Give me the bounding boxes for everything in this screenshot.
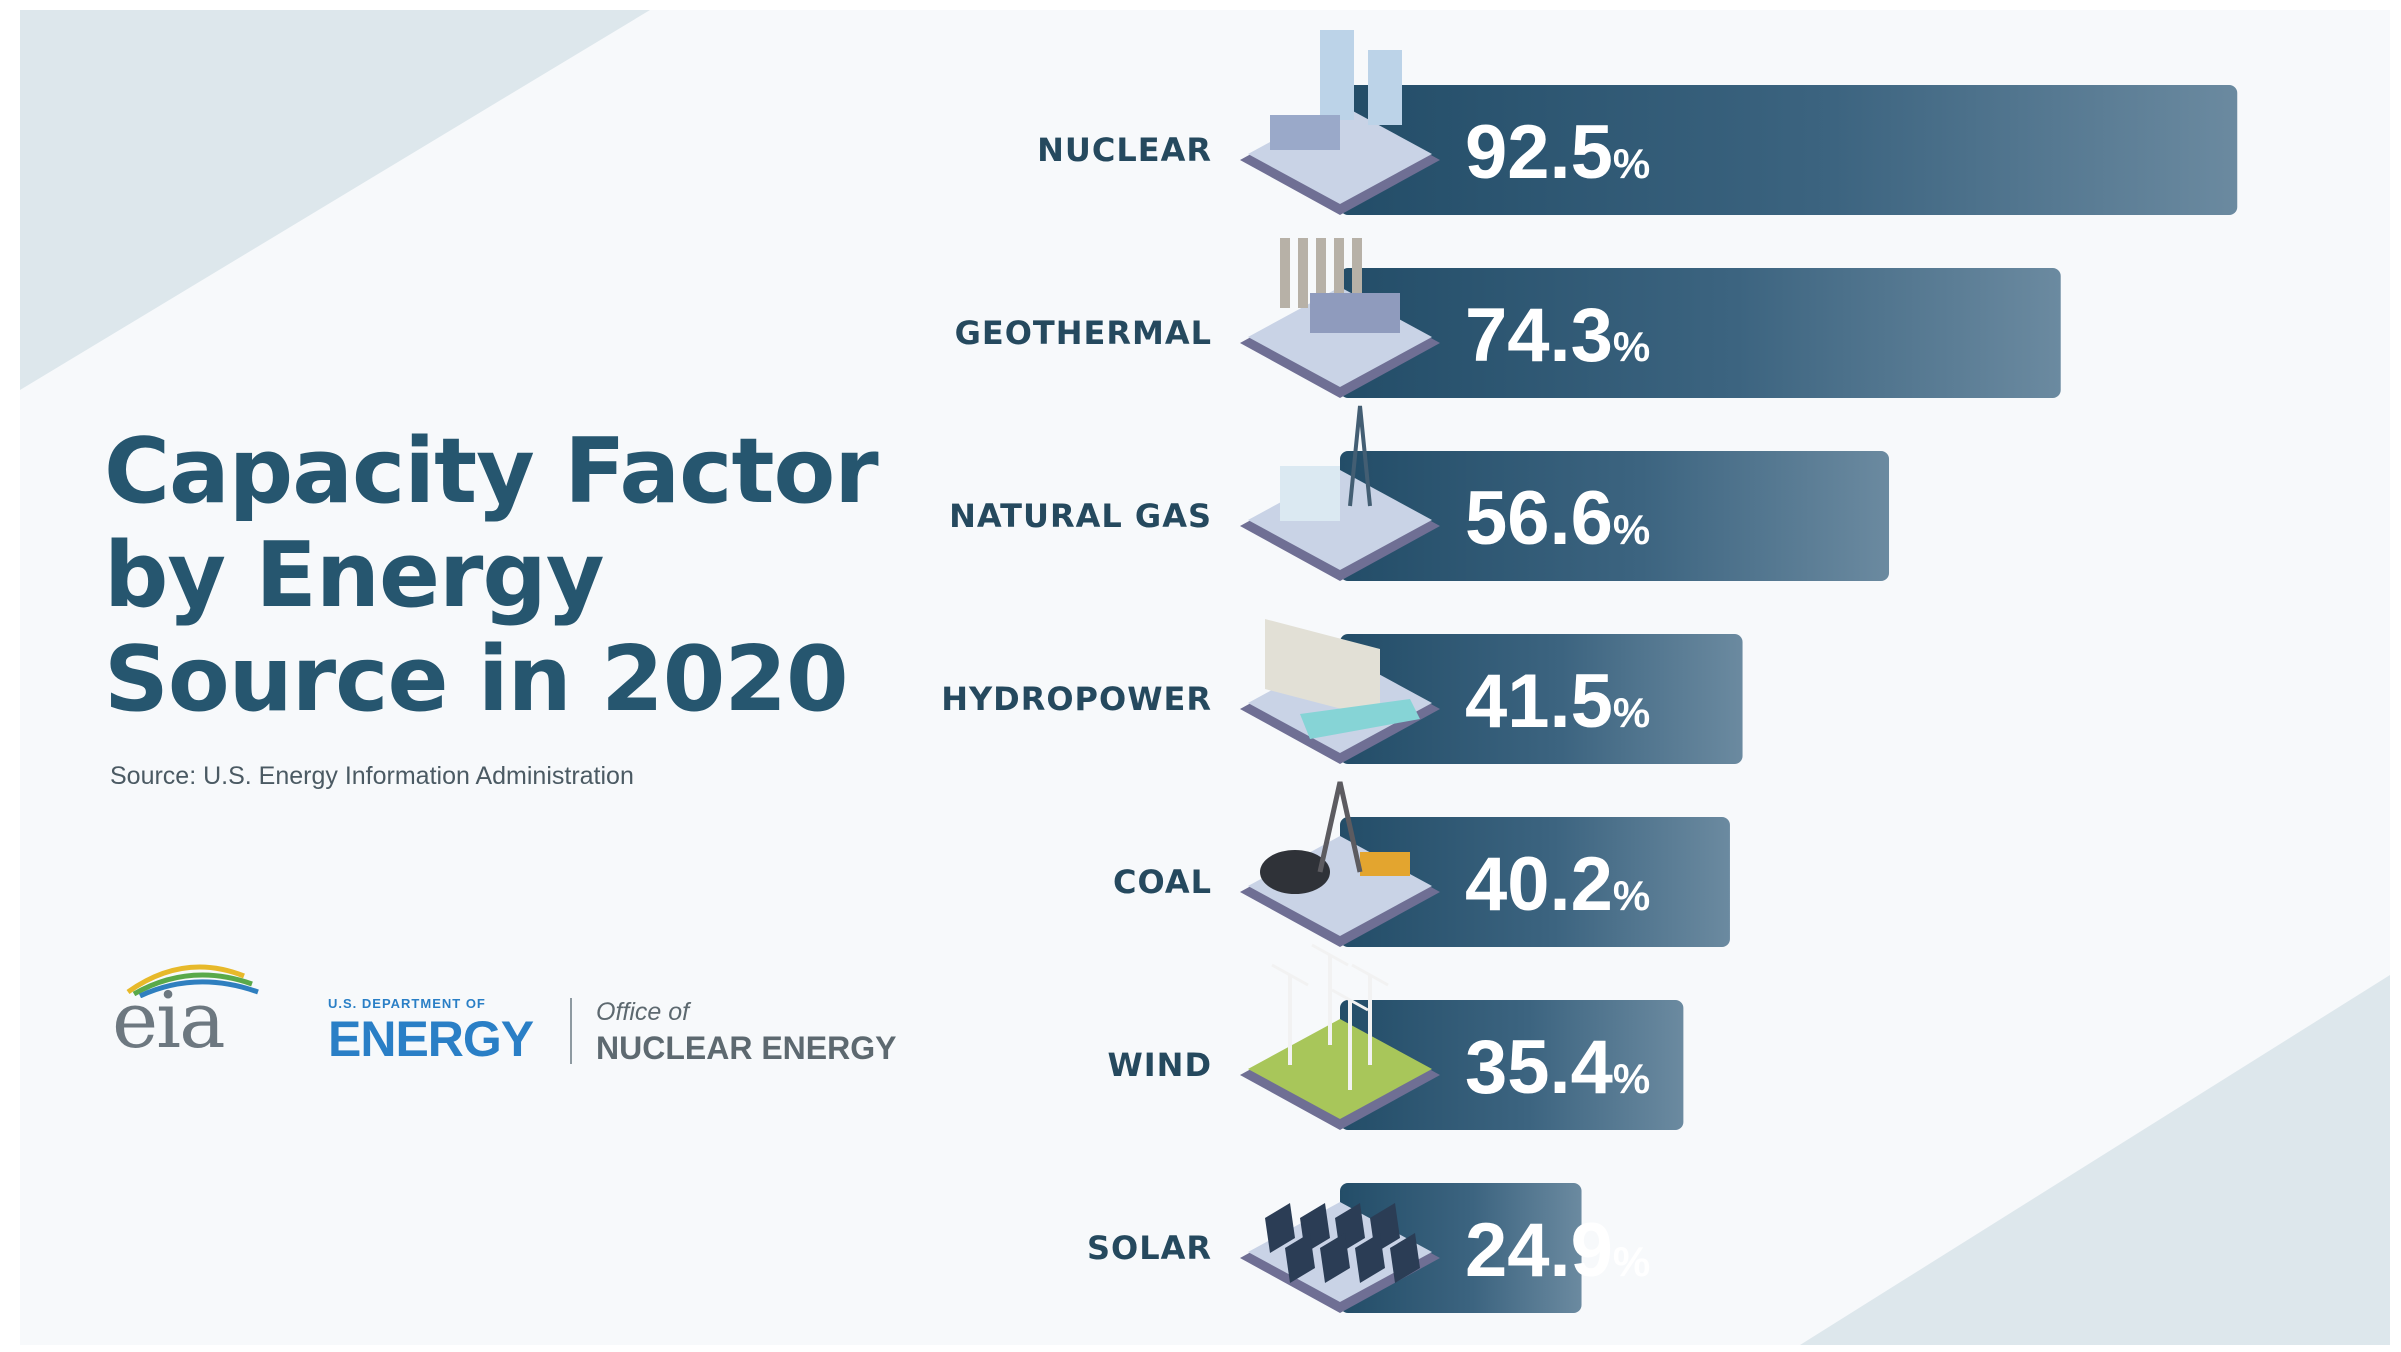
dam-wall-shape <box>1265 619 1380 719</box>
value-unit: % <box>1613 1055 1650 1102</box>
office-of-text: Office of <box>596 998 690 1026</box>
value-unit: % <box>1613 1238 1650 1285</box>
doe-big-text: ENERGY <box>328 1011 534 1067</box>
eia-wordmark: eia <box>112 976 226 1066</box>
solar-panel-shape <box>1320 1233 1350 1283</box>
solar-panel-shape <box>1355 1233 1385 1283</box>
bar-geothermal <box>1340 268 2061 398</box>
chimney-shape <box>1334 238 1344 308</box>
eia-swoosh-icon <box>126 964 259 998</box>
value-label: 56.6% <box>1465 476 1650 561</box>
water-shape <box>1300 699 1420 739</box>
title-line-2: by Energy <box>104 523 605 628</box>
category-label: COAL <box>1113 863 1212 901</box>
category-label: NATURAL GAS <box>949 497 1212 535</box>
value-label: 35.4% <box>1465 1025 1650 1110</box>
icons-layer <box>1240 30 1440 1313</box>
bar-hydropower <box>1340 634 1743 764</box>
hydropower-dam-icon <box>1240 619 1440 764</box>
bar-nuclear <box>1340 85 2238 215</box>
category-label: HYDROPOWER <box>941 680 1212 718</box>
chimney-shape <box>1352 238 1362 308</box>
bar-natural-gas <box>1340 451 1890 581</box>
turbine-blade-shape <box>1351 963 1389 987</box>
value-unit: % <box>1613 140 1650 187</box>
value-unit: % <box>1613 323 1650 370</box>
turbine-blade-shape <box>1271 963 1309 987</box>
title-line-3: Source in 2020 <box>104 627 849 732</box>
turbine-blade-shape <box>1331 988 1369 1012</box>
value-unit: % <box>1613 506 1650 553</box>
doe-small-text: U.S. DEPARTMENT OF <box>328 996 486 1011</box>
cooling-tower-shape <box>1368 50 1402 125</box>
background-panel <box>20 10 2390 1345</box>
value-unit: % <box>1613 872 1650 919</box>
bar-solar <box>1340 1183 1582 1313</box>
category-label: WIND <box>1107 1046 1212 1084</box>
coal-mine-icon <box>1240 781 1440 947</box>
building-shape <box>1310 293 1400 333</box>
logo-divider <box>570 998 572 1064</box>
solar-panel-shape <box>1285 1233 1315 1283</box>
chimney-shape <box>1280 238 1290 308</box>
coal-pile-shape <box>1260 850 1330 894</box>
nuclear-energy-text: NUCLEAR ENERGY <box>596 1030 897 1066</box>
icon-top <box>1248 1019 1432 1119</box>
chimney-shape <box>1298 238 1308 308</box>
natural-gas-plant-icon <box>1240 405 1440 581</box>
building-shape <box>1270 115 1340 150</box>
bar-coal <box>1340 817 1730 947</box>
chimney-shape <box>1316 238 1326 308</box>
category-label: GEOTHERMAL <box>955 314 1212 352</box>
title-line-1: Capacity Factor <box>104 419 879 524</box>
bar-wind <box>1340 1000 1684 1130</box>
category-label: NUCLEAR <box>1037 131 1212 169</box>
doe-logo: U.S. DEPARTMENT OF ENERGY Office of NUCL… <box>328 996 928 1076</box>
tank-shape <box>1280 466 1340 521</box>
geothermal-plant-icon <box>1240 238 1440 398</box>
corner-triangle-top <box>20 10 650 390</box>
nuclear-plant-icon <box>1240 30 1440 215</box>
cooling-tower-shape <box>1320 30 1354 120</box>
corner-triangle-bottom <box>1800 975 2390 1345</box>
value-unit: % <box>1613 689 1650 736</box>
wind-turbines-icon <box>1240 943 1440 1130</box>
category-label: SOLAR <box>1087 1229 1212 1267</box>
solar-panel-shape <box>1265 1203 1295 1253</box>
page-title: Capacity Factor by Energy Source in 2020 <box>104 420 964 732</box>
headframe-shape <box>1317 781 1363 873</box>
turbine-blade-shape <box>1311 943 1349 967</box>
source-note: Source: U.S. Energy Information Administ… <box>110 762 634 790</box>
eia-logo: eia <box>104 950 259 1070</box>
bars-layer <box>1340 85 2238 1313</box>
solar-panel-shape <box>1390 1233 1420 1283</box>
solar-panels-icon <box>1240 1202 1440 1313</box>
tower-shape <box>1348 405 1372 507</box>
truck-shape <box>1360 852 1410 876</box>
